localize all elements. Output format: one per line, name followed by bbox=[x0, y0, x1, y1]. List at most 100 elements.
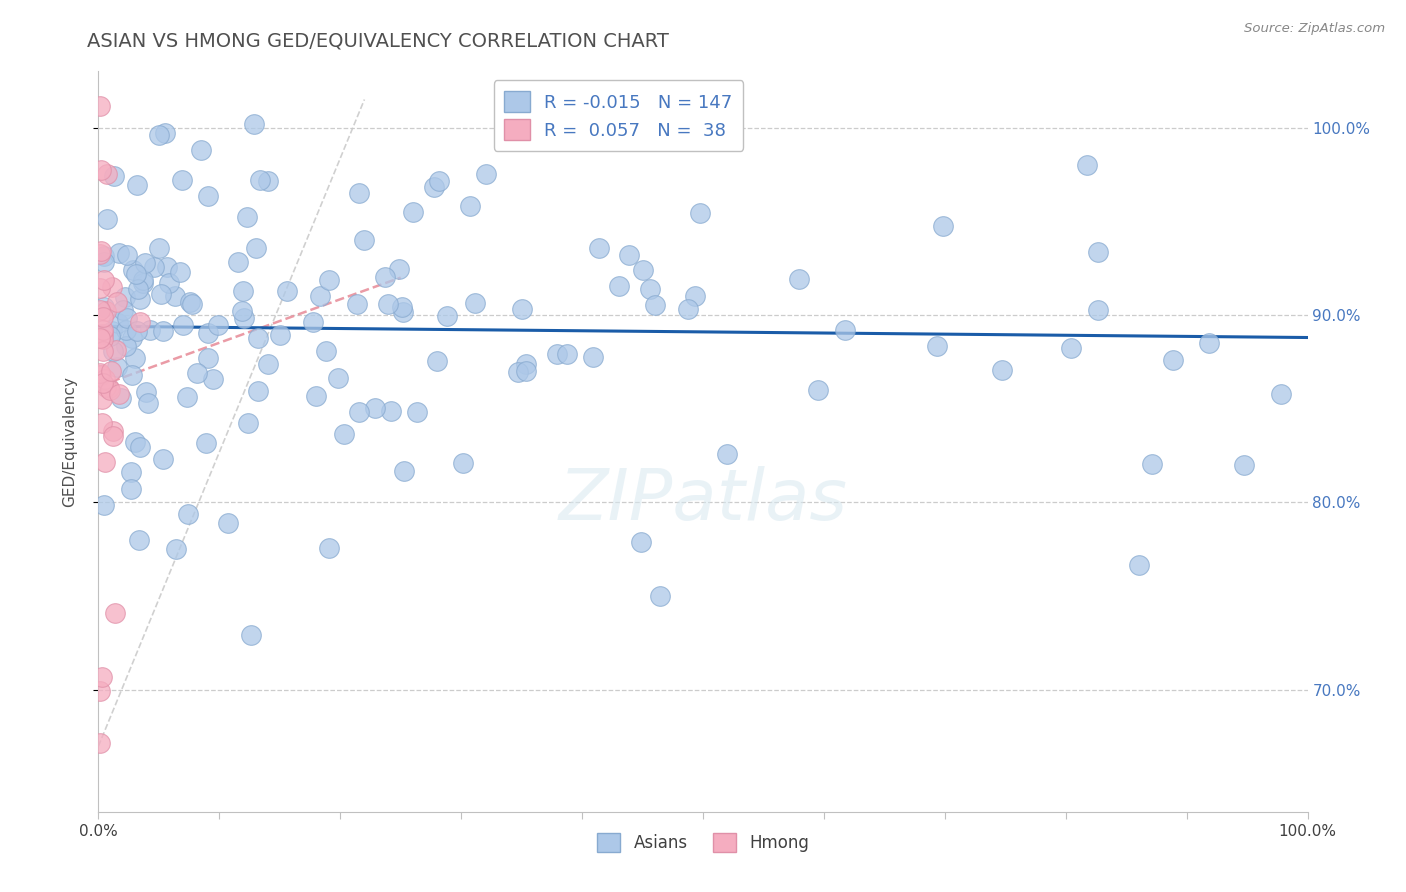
Point bbox=[269, 328, 291, 343]
Point bbox=[172, 173, 194, 187]
Text: ASIAN VS HMONG GED/EQUIVALENCY CORRELATION CHART: ASIAN VS HMONG GED/EQUIVALENCY CORRELATI… bbox=[87, 31, 669, 50]
Point bbox=[197, 326, 219, 340]
Point bbox=[90, 162, 112, 177]
Point bbox=[93, 255, 115, 269]
Point bbox=[515, 357, 537, 371]
Point bbox=[436, 309, 458, 323]
Point bbox=[689, 206, 711, 220]
Point bbox=[93, 300, 115, 314]
Point bbox=[152, 451, 174, 466]
Point bbox=[91, 326, 114, 341]
Point bbox=[148, 241, 170, 255]
Point bbox=[619, 248, 641, 262]
Point bbox=[115, 323, 138, 337]
Point bbox=[240, 628, 263, 642]
Point bbox=[301, 315, 323, 329]
Point bbox=[165, 541, 187, 556]
Point bbox=[105, 359, 128, 374]
Point bbox=[181, 296, 204, 310]
Point bbox=[91, 310, 114, 324]
Point bbox=[333, 426, 356, 441]
Point bbox=[127, 324, 149, 338]
Point bbox=[787, 271, 810, 285]
Point bbox=[89, 684, 111, 698]
Point bbox=[108, 246, 131, 260]
Point bbox=[364, 401, 387, 416]
Point bbox=[120, 465, 142, 479]
Text: Source: ZipAtlas.com: Source: ZipAtlas.com bbox=[1244, 22, 1385, 36]
Point bbox=[89, 366, 111, 380]
Point bbox=[991, 363, 1014, 377]
Point bbox=[197, 189, 219, 203]
Point bbox=[129, 440, 152, 454]
Point bbox=[89, 736, 111, 750]
Point bbox=[90, 670, 112, 684]
Point bbox=[127, 282, 149, 296]
Point bbox=[380, 403, 402, 417]
Point bbox=[94, 455, 117, 469]
Point bbox=[391, 300, 413, 314]
Point bbox=[1140, 457, 1163, 471]
Point bbox=[246, 331, 269, 345]
Point bbox=[132, 276, 155, 290]
Point bbox=[347, 186, 370, 200]
Point bbox=[132, 272, 155, 286]
Point bbox=[423, 180, 446, 194]
Point bbox=[97, 381, 120, 395]
Point bbox=[152, 324, 174, 338]
Point bbox=[89, 98, 111, 112]
Point bbox=[91, 344, 114, 359]
Point bbox=[186, 367, 208, 381]
Point bbox=[91, 376, 114, 391]
Point bbox=[226, 255, 249, 269]
Point bbox=[458, 198, 481, 212]
Point bbox=[640, 282, 662, 296]
Point bbox=[648, 589, 671, 603]
Point bbox=[179, 295, 201, 310]
Point bbox=[93, 273, 115, 287]
Point bbox=[124, 434, 146, 449]
Point bbox=[506, 366, 529, 380]
Point bbox=[201, 371, 224, 385]
Point bbox=[806, 384, 828, 398]
Point bbox=[276, 285, 298, 299]
Point bbox=[155, 126, 177, 140]
Point bbox=[108, 387, 131, 401]
Point bbox=[231, 303, 253, 318]
Point bbox=[546, 347, 568, 361]
Point bbox=[197, 351, 219, 366]
Point bbox=[111, 302, 134, 317]
Point bbox=[257, 357, 280, 371]
Point bbox=[377, 297, 399, 311]
Point bbox=[148, 128, 170, 142]
Point bbox=[101, 324, 124, 338]
Point bbox=[630, 535, 652, 549]
Point bbox=[172, 318, 194, 332]
Point bbox=[245, 241, 267, 255]
Point bbox=[678, 301, 700, 316]
Point bbox=[236, 417, 259, 431]
Point bbox=[96, 167, 118, 181]
Point bbox=[685, 289, 707, 303]
Point bbox=[128, 533, 150, 548]
Point bbox=[716, 447, 738, 461]
Point bbox=[392, 464, 415, 478]
Point bbox=[100, 384, 122, 398]
Point bbox=[100, 329, 122, 343]
Point bbox=[94, 372, 117, 386]
Point bbox=[581, 350, 603, 364]
Point bbox=[305, 389, 328, 403]
Point bbox=[1087, 245, 1109, 260]
Point bbox=[107, 317, 129, 331]
Point bbox=[607, 278, 630, 293]
Text: ZIPatlas: ZIPatlas bbox=[558, 467, 848, 535]
Point bbox=[89, 280, 111, 294]
Point bbox=[318, 541, 340, 556]
Point bbox=[555, 347, 578, 361]
Point bbox=[90, 392, 112, 407]
Point bbox=[103, 169, 125, 184]
Point bbox=[326, 371, 349, 385]
Point bbox=[451, 456, 474, 470]
Point bbox=[120, 482, 142, 496]
Point bbox=[406, 405, 429, 419]
